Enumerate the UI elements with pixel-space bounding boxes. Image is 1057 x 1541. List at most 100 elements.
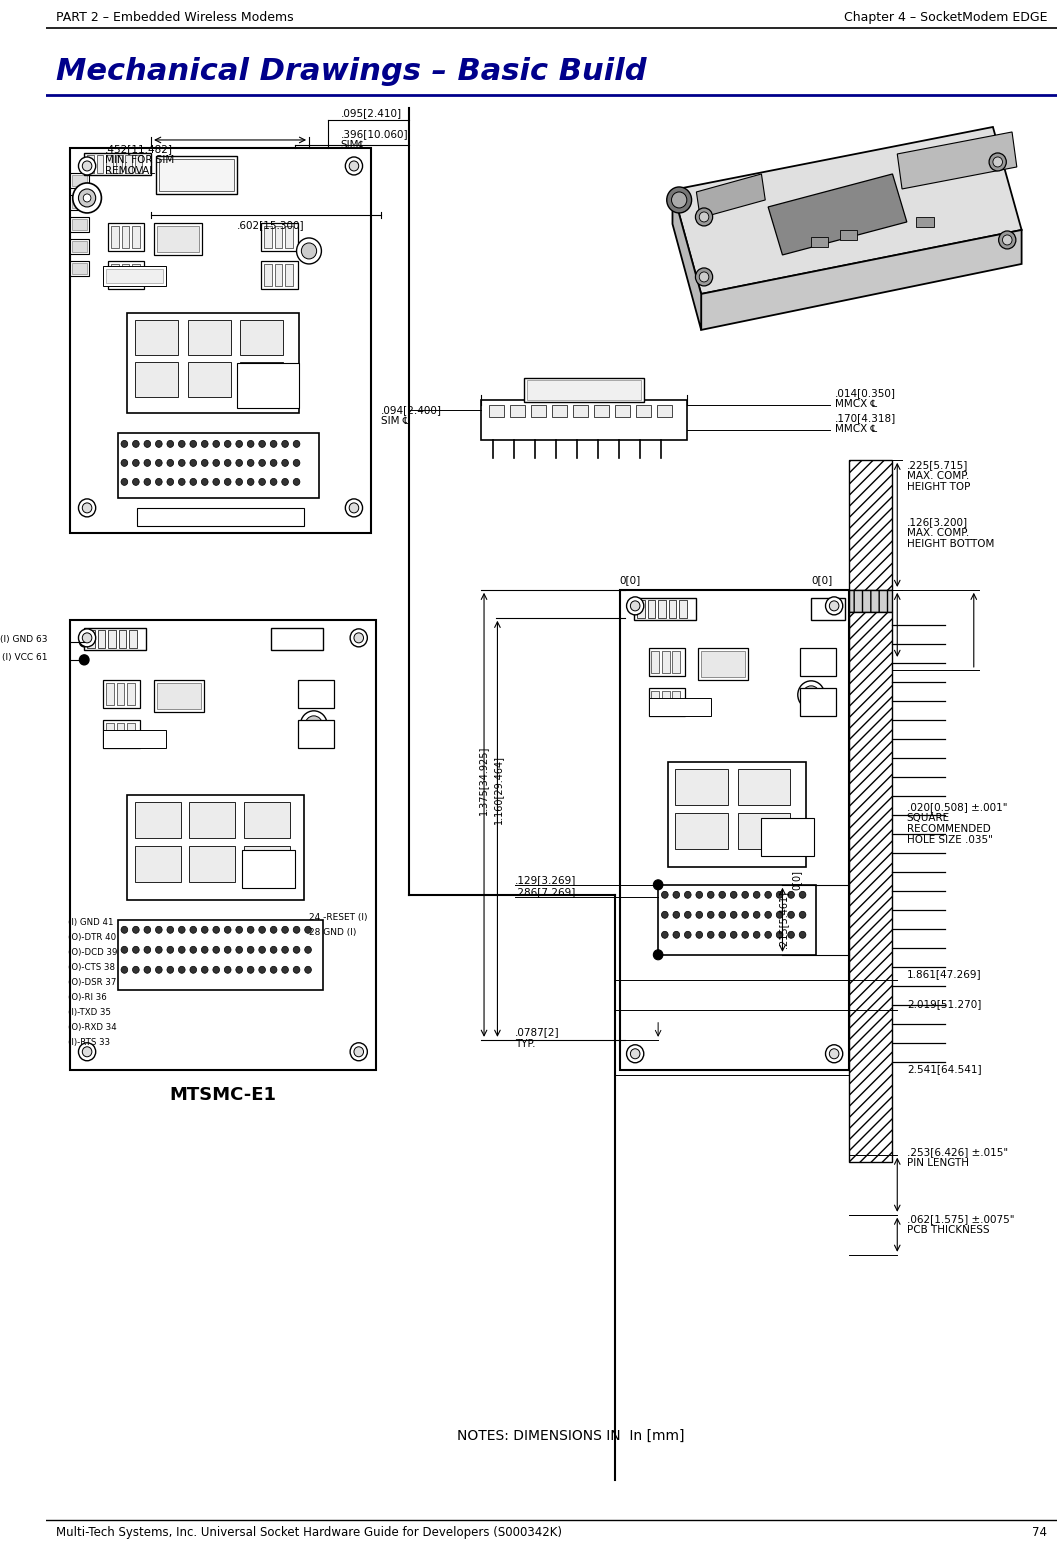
Circle shape: [144, 459, 151, 467]
Circle shape: [282, 478, 289, 485]
Circle shape: [282, 946, 289, 954]
Circle shape: [82, 633, 92, 643]
Circle shape: [300, 710, 328, 738]
Circle shape: [202, 459, 208, 467]
Circle shape: [155, 478, 162, 485]
Circle shape: [179, 459, 185, 467]
Text: 2.019[51.270]: 2.019[51.270]: [907, 999, 981, 1009]
Bar: [615, 405, 630, 418]
Text: (I)-RTS 33: (I)-RTS 33: [68, 1037, 110, 1046]
Text: PCB THICKNESS: PCB THICKNESS: [907, 1225, 989, 1234]
Circle shape: [202, 966, 208, 974]
Circle shape: [190, 946, 197, 954]
Bar: [738, 812, 791, 849]
Text: NOTES: DIMENSIONS IN  In [mm]: NOTES: DIMENSIONS IN In [mm]: [458, 1429, 685, 1442]
Text: 1.160[29.464]: 1.160[29.464]: [493, 755, 503, 824]
Circle shape: [78, 1043, 96, 1060]
Text: .170[4.318]: .170[4.318]: [835, 413, 896, 422]
Bar: [156, 683, 201, 709]
Bar: [96, 156, 104, 173]
Circle shape: [212, 946, 220, 954]
Circle shape: [765, 931, 772, 938]
Circle shape: [247, 966, 254, 974]
Bar: [116, 156, 123, 173]
Text: 1.375[34.925]: 1.375[34.925]: [479, 746, 488, 815]
Bar: [649, 698, 710, 717]
Circle shape: [212, 441, 220, 447]
Bar: [850, 459, 892, 590]
Polygon shape: [768, 174, 907, 254]
Circle shape: [236, 946, 242, 954]
Bar: [187, 362, 230, 398]
Bar: [811, 598, 845, 619]
Circle shape: [271, 441, 277, 447]
Bar: [636, 405, 651, 418]
Bar: [85, 627, 146, 650]
Bar: [135, 362, 178, 398]
Circle shape: [349, 160, 358, 171]
Bar: [701, 650, 745, 676]
Circle shape: [144, 478, 151, 485]
Circle shape: [304, 926, 312, 934]
Circle shape: [826, 596, 842, 615]
Bar: [552, 405, 568, 418]
Circle shape: [167, 441, 173, 447]
Circle shape: [144, 966, 151, 974]
Polygon shape: [672, 190, 701, 330]
Bar: [126, 156, 132, 173]
Text: (O)-CTS 38: (O)-CTS 38: [68, 963, 115, 972]
Circle shape: [167, 946, 173, 954]
Bar: [85, 153, 151, 176]
Circle shape: [719, 891, 725, 898]
Circle shape: [190, 441, 197, 447]
Bar: [271, 627, 323, 650]
Circle shape: [167, 478, 173, 485]
Bar: [87, 156, 94, 173]
Circle shape: [132, 459, 140, 467]
Bar: [657, 405, 672, 418]
Bar: [662, 690, 669, 713]
Circle shape: [630, 1049, 639, 1059]
Circle shape: [144, 926, 151, 934]
Text: PART 2 – Embedded Wireless Modems: PART 2 – Embedded Wireless Modems: [56, 11, 293, 25]
Bar: [811, 237, 829, 247]
Circle shape: [707, 931, 715, 938]
Circle shape: [700, 271, 709, 282]
Text: (I)-TXD 35: (I)-TXD 35: [68, 1008, 111, 1017]
Circle shape: [122, 926, 128, 934]
Bar: [122, 264, 129, 287]
Text: .062[1.575] ±.0075": .062[1.575] ±.0075": [907, 1214, 1015, 1224]
Bar: [87, 630, 95, 647]
Circle shape: [259, 926, 265, 934]
Circle shape: [776, 911, 783, 918]
Circle shape: [259, 966, 265, 974]
Bar: [672, 690, 680, 713]
Text: PIN LENGTH: PIN LENGTH: [907, 1157, 969, 1168]
Bar: [573, 405, 589, 418]
Circle shape: [787, 911, 795, 918]
Text: (O)-RXD 34: (O)-RXD 34: [68, 1023, 116, 1032]
Circle shape: [765, 891, 772, 898]
Circle shape: [190, 478, 197, 485]
Bar: [187, 321, 230, 354]
Bar: [108, 223, 145, 251]
Circle shape: [122, 478, 128, 485]
Circle shape: [700, 213, 709, 222]
Bar: [800, 647, 836, 676]
Circle shape: [799, 911, 805, 918]
Bar: [106, 683, 114, 704]
Circle shape: [282, 966, 289, 974]
Circle shape: [144, 441, 151, 447]
Bar: [106, 723, 114, 744]
Text: SIM ℄: SIM ℄: [381, 416, 409, 425]
Circle shape: [653, 949, 663, 960]
Bar: [275, 264, 282, 287]
Bar: [135, 156, 142, 173]
Circle shape: [212, 478, 220, 485]
Bar: [111, 264, 118, 287]
Bar: [118, 630, 126, 647]
Circle shape: [259, 478, 265, 485]
Bar: [117, 920, 323, 989]
Text: (I) GND 41: (I) GND 41: [68, 918, 113, 926]
Circle shape: [236, 441, 242, 447]
